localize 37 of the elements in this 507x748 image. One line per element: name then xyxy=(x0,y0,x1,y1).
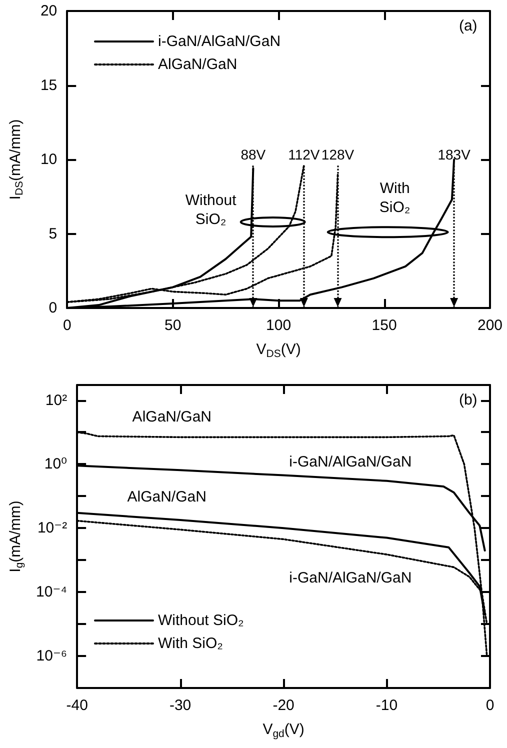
y-axis-title: Ig(mA/mm) xyxy=(7,500,26,572)
y-tick-label: 10 xyxy=(40,151,58,168)
y-tick-label: 15 xyxy=(40,76,58,94)
x-tick-label: 200 xyxy=(477,317,503,334)
x-tick-label: 150 xyxy=(372,317,397,334)
annotation: AlGaN/GaN xyxy=(127,488,206,506)
legend-label: AlGaN/GaN xyxy=(158,56,238,73)
annotation: i-GaN/AlGaN/GaN xyxy=(289,453,412,470)
x-tick-label: -40 xyxy=(66,697,88,714)
annotation: AlGaN/GaN xyxy=(132,408,212,426)
y-tick-label: 10⁻⁴ xyxy=(36,584,68,601)
annotation: Without SiO₂ xyxy=(185,192,238,228)
y-tick-label: 10⁻⁶ xyxy=(36,648,68,665)
ref-line-label: 128V xyxy=(321,146,355,162)
y-tick-label: 20 xyxy=(40,2,58,20)
y-tick-label: 10² xyxy=(45,392,68,409)
y-tick-label: 0 xyxy=(48,300,58,316)
ref-line-label: 112V xyxy=(288,146,320,162)
y-tick-label: 10⁰ xyxy=(44,456,68,473)
x-tick-label: -30 xyxy=(169,697,192,714)
annotation: With SiO₂ xyxy=(379,180,410,216)
y-tick-label: 10⁻² xyxy=(37,520,68,537)
y-tick-label: 5 xyxy=(48,225,58,242)
legend-label: i-GaN/AlGaN/GaN xyxy=(158,33,281,50)
x-tick-label: -10 xyxy=(376,697,398,714)
x-tick-label: 0 xyxy=(486,697,494,714)
legend-label: Without SiO₂ xyxy=(158,612,244,629)
y-axis-title: IDS(mA/mm) xyxy=(7,119,26,200)
annotation: i-GaN/AlGaN/GaN xyxy=(289,570,412,587)
ref-line-label: 88V xyxy=(240,146,266,162)
annotation: (b) xyxy=(458,392,478,409)
x-tick-label: 100 xyxy=(266,317,292,334)
x-tick-label: 50 xyxy=(164,317,182,334)
legend-label: With SiO₂ xyxy=(158,635,224,652)
annotation: (a) xyxy=(458,17,478,34)
x-tick-label: -20 xyxy=(272,697,294,714)
ref-line-label: 183V xyxy=(438,146,472,162)
